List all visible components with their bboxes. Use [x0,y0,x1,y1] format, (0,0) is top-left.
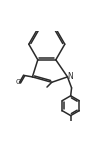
Text: O: O [15,79,21,85]
Text: N: N [67,72,73,81]
